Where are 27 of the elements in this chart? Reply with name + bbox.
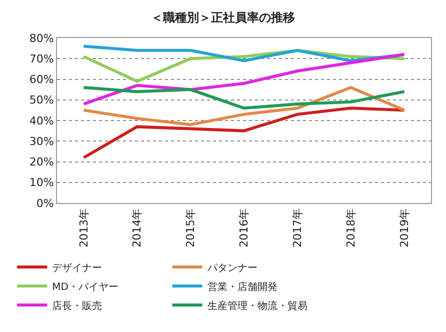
legend-label: MD・バイヤー [52, 282, 118, 293]
x-tick-label: 2014年 [130, 208, 144, 248]
legend-label: 生産管理・物流・貿易 [207, 300, 308, 312]
line-series [82, 86, 406, 126]
legend-label: 営業・店舗開発 [207, 280, 278, 293]
chart-title: ＜職種別＞正社員率の推移 [151, 10, 295, 25]
x-tick-label: 2017年 [291, 208, 304, 248]
y-tick-label: 0% [36, 196, 54, 210]
y-tick-label: 80% [29, 32, 54, 45]
y-tick-label: 40% [29, 114, 54, 128]
legend-label: 店長・販売 [52, 300, 102, 312]
y-tick-label: 20% [29, 156, 54, 169]
x-tick-label: 2015年 [184, 208, 198, 248]
x-tick-label: 2018年 [344, 208, 358, 248]
y-tick-label: 60% [29, 73, 54, 86]
line-series [82, 106, 406, 160]
legend-label: デザイナー [52, 262, 102, 274]
x-tick-label: 2016年 [238, 208, 251, 248]
y-tick-label: 30% [29, 134, 54, 148]
line-series [82, 53, 406, 106]
y-tick-label: 50% [29, 94, 54, 107]
legend-label: パタンナー [206, 262, 258, 274]
x-tick-label: 2013年 [77, 208, 90, 248]
y-tick-label: 70% [29, 52, 54, 66]
line-series [82, 86, 406, 110]
y-tick-label: 10% [29, 176, 54, 190]
x-tick-label: 2019年 [398, 208, 411, 248]
